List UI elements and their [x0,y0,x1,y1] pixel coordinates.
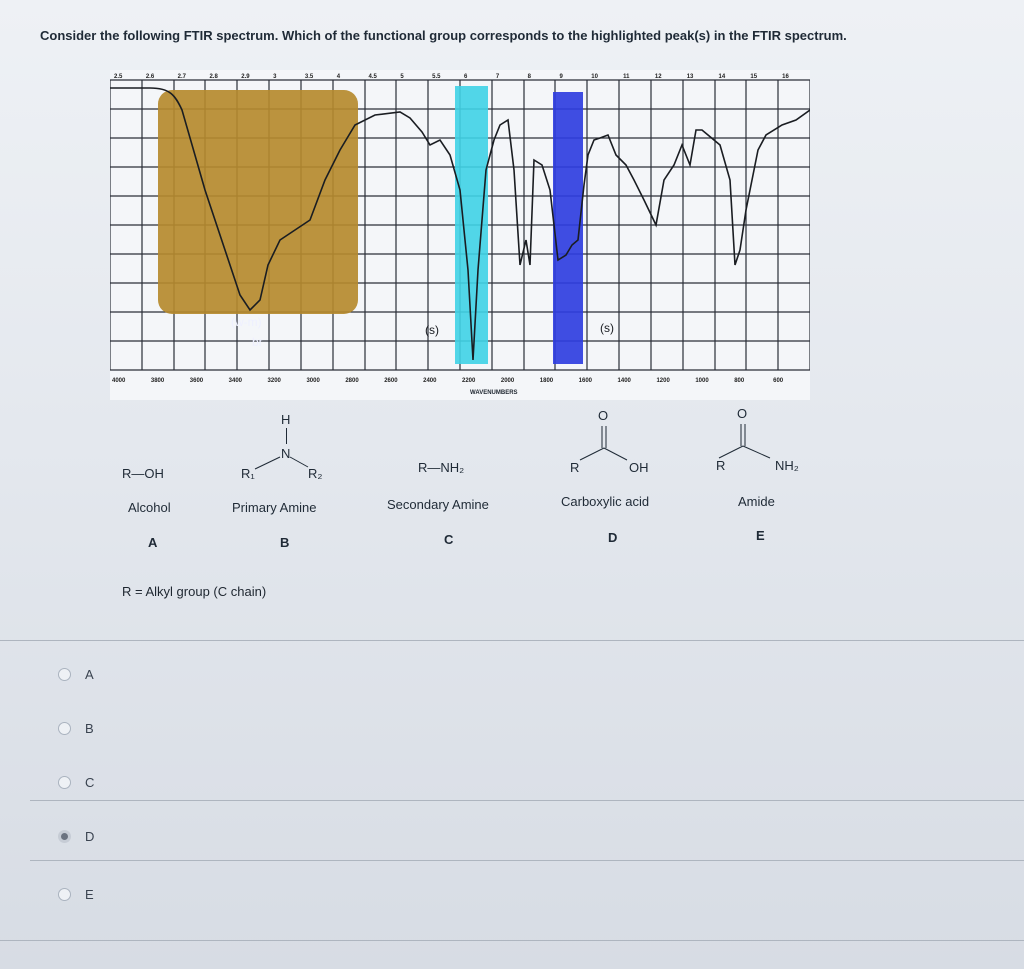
bottom-tick-label: 1200 [656,378,670,384]
bottom-tick-label: 3800 [151,378,165,384]
top-tick-label: 2.8 [209,74,218,80]
bottom-tick-label: 1400 [618,378,632,384]
amide-name: Amide [738,494,775,509]
carboxylic-acid-oh: OH [629,460,649,475]
amide-nh2: NH₂ [775,458,799,473]
carboxylic-acid-bonds [579,426,628,461]
secondary-amine-letter: C [444,532,454,547]
primary-amine-r2: R₂ [308,466,323,481]
bottom-tick-label: 1000 [695,378,709,384]
bottom-tick-label: 2600 [384,378,398,384]
oh-highlight-band [158,90,358,314]
ftir-spectrum: (w-m) br (s) (s) 2.5 2.6 2.7 2.8 2.9 3 3.5 4 4.5… [110,70,810,400]
option-d-radio[interactable] [58,829,71,843]
top-tick-label: 2.6 [146,74,155,80]
top-tick-label: 7 [496,74,500,80]
amide-letter: E [756,528,765,543]
primary-amine-letter: B [280,535,290,550]
option-e[interactable]: E [58,884,94,904]
peak-label-br: br [252,335,263,349]
option-b[interactable]: B [58,718,94,738]
alcohol-name: Alcohol [128,500,171,515]
top-tick-label: 11 [623,74,630,80]
top-tick-label: 9 [559,74,563,80]
bottom-tick-label: 2800 [345,378,359,384]
top-tick-label: 8 [528,74,532,80]
carboxylic-acid-o: O [598,408,609,423]
bottom-tick-label: 4000 [112,378,126,384]
top-tick-label: 15 [750,74,757,80]
r-definition: R = Alkyl group (C chain) [122,584,267,599]
top-tick-label: 12 [655,74,662,80]
top-tick-label: 5 [400,74,404,80]
bottom-tick-label: 3200 [268,378,282,384]
bottom-tick-label: 3600 [190,378,204,384]
top-tick-label: 3.5 [305,74,314,80]
secondary-amine-formula: R—NH₂ [418,460,465,475]
peak-label-wm: (w-m) [231,315,262,329]
carboxylic-acid-name: Carboxylic acid [561,494,650,509]
primary-amine-r1: R₁ [241,466,255,481]
peak-label-s1: (s) [425,323,439,337]
bottom-tick-label: 800 [734,378,745,384]
carboxylic-acid-r: R [570,460,580,475]
top-tick-label: 4.5 [369,74,378,80]
bottom-tick-label: 2200 [462,378,476,384]
option-e-label: E [85,886,94,902]
top-tick-label: 10 [591,74,598,80]
option-a-radio[interactable] [58,667,71,681]
spectrum-trace [110,87,810,361]
primary-amine-n: N [281,446,291,461]
top-tick-label: 2.7 [178,74,187,80]
bottom-tick-label: 2000 [501,378,515,384]
top-tick-label: 2.5 [114,74,123,80]
x-axis-label: WAVENUMBERS [470,390,518,396]
primary-amine-name: Primary Amine [232,500,317,515]
alcohol-formula: R—OH [122,466,164,481]
alcohol-letter: A [148,535,158,550]
option-c[interactable]: C [58,772,94,792]
option-a[interactable]: A [58,664,94,684]
carboxylic-acid-letter: D [608,530,618,545]
blue-highlight-band [553,92,583,364]
divider-lower [30,860,1024,861]
cyan-highlight-band [455,86,488,364]
primary-amine-h: H [281,412,291,427]
top-tick-label: 16 [782,74,789,80]
top-tick-label: 6 [464,74,468,80]
top-tick-label: 14 [719,74,726,80]
bottom-tick-label: 3000 [306,378,320,384]
option-d[interactable]: D [58,826,94,846]
top-tick-label: 2.9 [241,74,250,80]
amide-bonds [718,424,771,459]
amide-r: R [716,458,726,473]
option-c-radio[interactable] [58,775,71,789]
top-tick-label: 3 [273,74,277,80]
top-tick-label: 4 [337,74,341,80]
bottom-tick-label: 3400 [229,378,243,384]
option-c-label: C [85,774,95,790]
option-d-label: D [85,828,95,844]
bottom-tick-label: 2400 [423,378,437,384]
bottom-tick-label: 1600 [579,378,593,384]
divider-mid [30,800,1024,801]
top-tick-label: 5.5 [432,74,441,80]
bottom-tick-labels: 4000 3800 3600 3400 3200 3000 2800 2600 2400 2200… [112,378,784,384]
top-tick-label: 13 [687,74,694,80]
secondary-amine-name: Secondary Amine [387,497,489,512]
top-tick-labels: 2.5 2.6 2.7 2.8 2.9 3 3.5 4 4.5 5 5.5 6 7 8 9 10 11 12 13 1… [114,74,790,80]
primary-amine-bond [286,428,287,444]
option-e-radio[interactable] [58,887,71,901]
divider-bottom [0,940,1024,941]
option-b-radio[interactable] [58,721,71,735]
option-b-label: B [85,720,94,736]
peak-label-s2: (s) [600,321,614,335]
amide-o: O [737,406,748,421]
bottom-tick-label: 600 [773,378,784,384]
divider-top [0,640,1024,641]
bottom-tick-label: 1800 [540,378,554,384]
option-a-label: A [85,666,94,682]
primary-amine-bonds [254,456,309,470]
question-text: Consider the following FTIR spectrum. Wh… [40,28,847,43]
